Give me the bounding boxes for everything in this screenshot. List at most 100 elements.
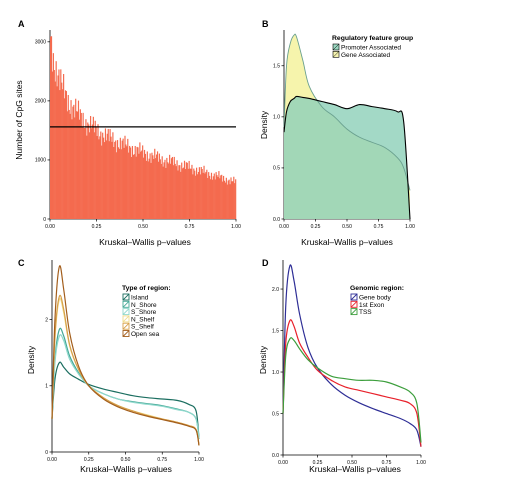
histogram-bar xyxy=(155,158,157,219)
panel-c-legend-key xyxy=(122,293,130,301)
histogram-bar xyxy=(180,171,182,219)
histogram-bar xyxy=(139,142,141,219)
histogram-bar xyxy=(70,100,72,219)
histogram-bar xyxy=(90,128,93,219)
histogram-bar xyxy=(235,179,237,219)
histogram-bar xyxy=(144,153,147,219)
histogram-bar xyxy=(59,90,61,219)
panel-d-legend-key xyxy=(350,300,358,308)
histogram-bar xyxy=(62,89,64,219)
histogram-bar xyxy=(135,156,137,219)
histogram-bar xyxy=(76,111,78,219)
panel-a-y-tick-label: 0 xyxy=(43,217,46,223)
histogram-bar xyxy=(226,184,228,219)
panel-d-x-tick-label: 0.00 xyxy=(278,460,288,466)
panel-c-legend-key-slash xyxy=(122,300,130,308)
histogram-bar xyxy=(194,170,196,219)
histogram-bar xyxy=(151,152,153,219)
histogram-bar xyxy=(82,112,84,219)
histogram-bar xyxy=(163,162,165,219)
histogram-bar xyxy=(179,165,181,219)
density-line-s-shelf xyxy=(51,294,200,446)
histogram-bar xyxy=(113,146,115,219)
histogram-bar xyxy=(211,179,213,219)
histogram-bar xyxy=(103,142,106,219)
histogram-bar xyxy=(210,172,213,219)
histogram-bar xyxy=(183,160,186,219)
panel-c-legend-label: N_Shelf xyxy=(131,316,154,323)
histogram-bar xyxy=(188,160,190,219)
histogram-bar xyxy=(131,145,134,219)
panel-b-legend-key-slash xyxy=(332,43,340,51)
histogram-bar xyxy=(74,117,76,219)
histogram-bar xyxy=(191,164,193,219)
histogram-bar xyxy=(124,135,126,219)
histogram-bar xyxy=(202,172,204,219)
histogram-bar xyxy=(173,156,175,219)
histogram-bar xyxy=(147,161,149,219)
histogram-bar xyxy=(234,183,236,219)
histogram-bar xyxy=(159,159,161,219)
histogram-bar xyxy=(231,181,233,219)
histogram-bar xyxy=(225,177,227,219)
histogram-bar xyxy=(114,141,116,219)
panel-c-legend-key xyxy=(122,300,130,308)
panel-d-x-tick-label: 0.75 xyxy=(382,460,392,466)
panel-b-y-tick-label: 0.0 xyxy=(273,217,280,223)
panel-c-legend-label: Island xyxy=(131,295,149,302)
panel-c-letter: C xyxy=(18,258,25,268)
histogram-bar xyxy=(203,165,205,219)
histogram-bar xyxy=(91,124,94,219)
panel-d-legend-key-slash xyxy=(350,293,358,301)
panel-c-legend-key-slash xyxy=(122,330,130,337)
panel-c-legend-key xyxy=(122,315,130,323)
histogram-bar xyxy=(100,131,102,219)
panel-c-legend-label: N_Shore xyxy=(131,302,157,309)
histogram-bar xyxy=(65,91,67,219)
panel-c-x-tick-label: 0.25 xyxy=(84,457,94,463)
histogram-bar xyxy=(143,149,146,219)
histogram-bar xyxy=(132,154,134,219)
histogram-bar xyxy=(121,140,123,219)
histogram-bar xyxy=(146,151,148,219)
histogram-bar xyxy=(207,178,209,219)
histogram-bar xyxy=(168,163,170,219)
histogram-bar xyxy=(55,61,57,219)
panel-d-legend-title: Genomic region: xyxy=(350,285,404,292)
histogram-bar xyxy=(178,165,180,219)
histogram-bar xyxy=(164,159,166,219)
histogram-bar xyxy=(185,162,187,219)
panel-c-y-tick-label: 0 xyxy=(45,450,48,456)
histogram-bar xyxy=(145,160,147,219)
panel-d-legend-label: TSS xyxy=(359,309,372,316)
histogram-bar xyxy=(63,74,65,219)
panel-b: B Density Kruskal–Wallis p–values 0.00 0.… xyxy=(259,19,415,247)
panel-c-legend-key-slash xyxy=(122,293,130,301)
panel-c-legend-title: Type of region: xyxy=(122,285,171,292)
histogram-bar xyxy=(115,140,117,219)
histogram-bar xyxy=(110,136,112,219)
density-outline-gene-associated xyxy=(283,33,411,191)
histogram-bar xyxy=(222,175,225,219)
histogram-bar xyxy=(119,137,121,219)
histogram-bar xyxy=(57,75,59,219)
histogram-bar xyxy=(214,179,216,219)
histogram-bar xyxy=(218,171,220,219)
histogram-bar xyxy=(58,69,60,219)
panel-d-x-tick-label: 0.25 xyxy=(313,460,323,466)
panel-a-y-tick-label: 3000 xyxy=(35,40,46,46)
histogram-bar xyxy=(51,71,54,220)
panel-c-x-tick-label: 0.75 xyxy=(157,457,167,463)
histogram-bar xyxy=(109,129,111,219)
panel-d-y-tick-label: 0.5 xyxy=(272,411,279,417)
panel-a-ylabel: Number of CpG sites xyxy=(14,80,24,159)
histogram-bar xyxy=(141,150,143,219)
histogram-bar xyxy=(98,139,100,219)
panel-d-legend-label: Gene body xyxy=(359,295,392,302)
panel-b-xlabel: Kruskal–Wallis p–values xyxy=(301,237,393,247)
histogram-bar xyxy=(199,174,201,219)
histogram-bar xyxy=(193,168,195,219)
histogram-bar xyxy=(140,151,142,219)
histogram-bar xyxy=(187,168,189,219)
